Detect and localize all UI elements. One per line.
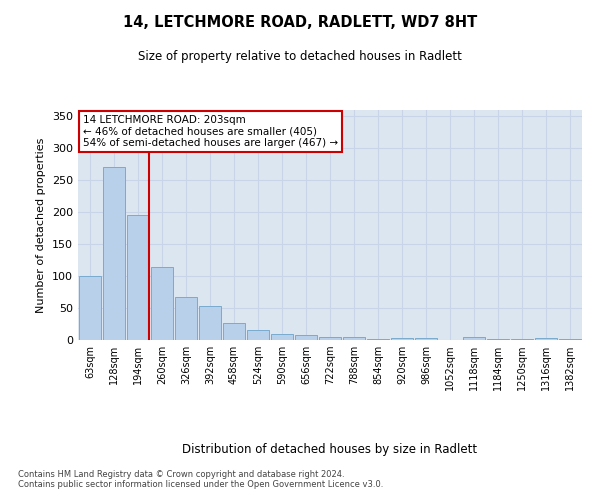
Bar: [391, 338, 413, 340]
Bar: [223, 323, 245, 340]
Bar: [415, 338, 437, 340]
Bar: [199, 306, 221, 340]
Bar: [367, 338, 389, 340]
Text: 14 LETCHMORE ROAD: 203sqm
← 46% of detached houses are smaller (405)
54% of semi: 14 LETCHMORE ROAD: 203sqm ← 46% of detac…: [83, 115, 338, 148]
Bar: [463, 338, 485, 340]
Text: 14, LETCHMORE ROAD, RADLETT, WD7 8HT: 14, LETCHMORE ROAD, RADLETT, WD7 8HT: [123, 15, 477, 30]
Y-axis label: Number of detached properties: Number of detached properties: [37, 138, 46, 312]
Bar: [127, 216, 149, 340]
Bar: [295, 335, 317, 340]
Bar: [319, 338, 341, 340]
Bar: [487, 338, 509, 340]
Text: Distribution of detached houses by size in Radlett: Distribution of detached houses by size …: [182, 442, 478, 456]
Bar: [343, 337, 365, 340]
Bar: [511, 338, 533, 340]
Bar: [247, 330, 269, 340]
Bar: [79, 276, 101, 340]
Text: Size of property relative to detached houses in Radlett: Size of property relative to detached ho…: [138, 50, 462, 63]
Bar: [151, 266, 173, 340]
Bar: [559, 338, 581, 340]
Bar: [535, 338, 557, 340]
Bar: [271, 334, 293, 340]
Bar: [103, 167, 125, 340]
Bar: [175, 296, 197, 340]
Text: Contains HM Land Registry data © Crown copyright and database right 2024.
Contai: Contains HM Land Registry data © Crown c…: [18, 470, 383, 490]
